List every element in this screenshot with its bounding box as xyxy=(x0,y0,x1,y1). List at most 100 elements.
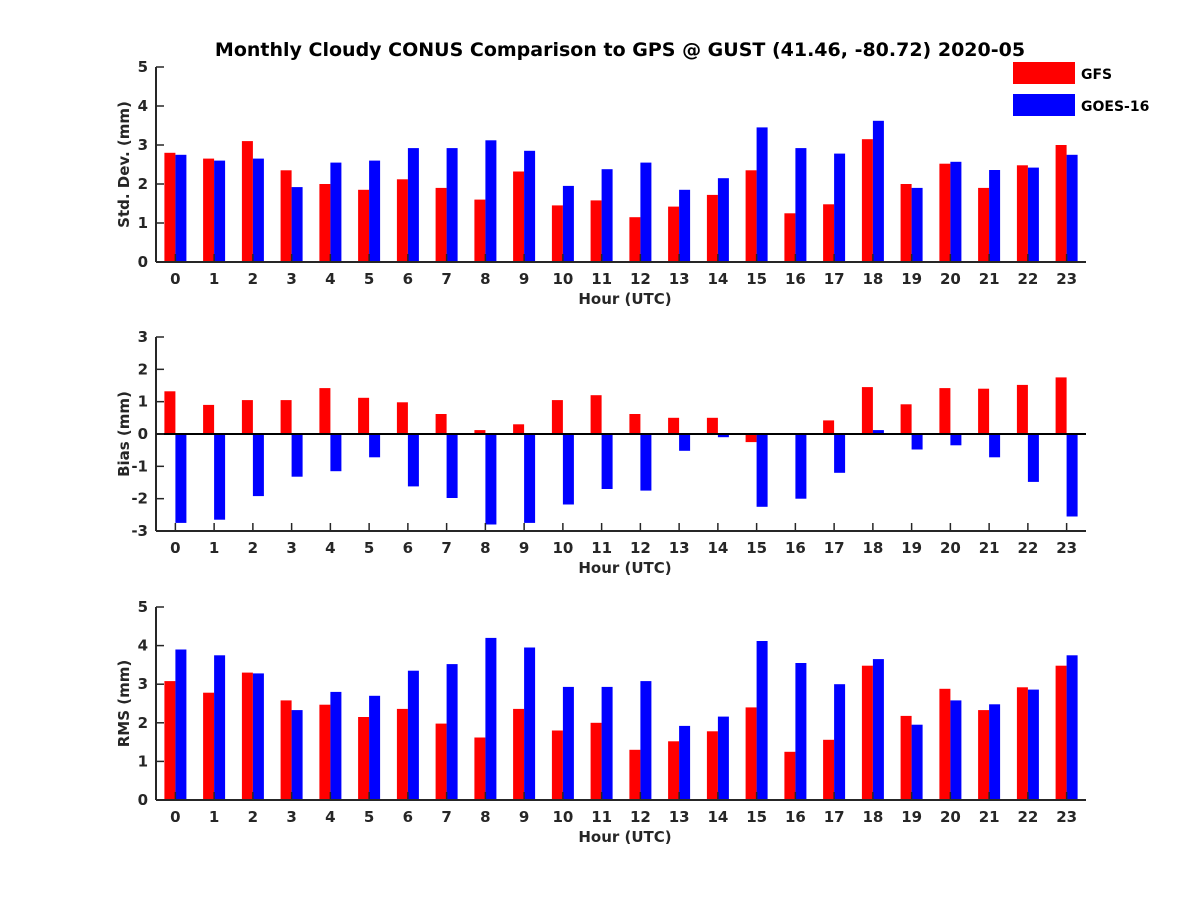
bar-gfs-7 xyxy=(435,723,447,800)
y-axis-label: Std. Dev. (mm) xyxy=(115,101,133,228)
x-tick-label: 16 xyxy=(785,270,806,288)
y-tick-label: 2 xyxy=(138,714,148,732)
bar-gfs-2 xyxy=(241,672,253,800)
x-tick-label: 19 xyxy=(901,270,922,288)
x-tick-label: 9 xyxy=(519,270,529,288)
bar-gfs-15 xyxy=(745,434,757,443)
y-axis-label: RMS (mm) xyxy=(115,660,133,747)
bar-goes-0 xyxy=(175,434,187,523)
bar-goes-15 xyxy=(756,434,768,507)
x-tick-label: 1 xyxy=(209,808,219,826)
bar-gfs-17 xyxy=(823,420,835,434)
bar-goes-3 xyxy=(291,434,303,477)
x-tick-label: 22 xyxy=(1017,808,1038,826)
x-tick-label: 3 xyxy=(286,808,296,826)
bar-gfs-12 xyxy=(629,217,641,262)
y-axis-label: Bias (mm) xyxy=(115,391,133,477)
bar-goes-2 xyxy=(252,158,264,262)
x-tick-label: 11 xyxy=(591,539,612,557)
bar-gfs-20 xyxy=(939,688,951,800)
bar-gfs-3 xyxy=(280,170,292,262)
bar-goes-1 xyxy=(214,434,226,520)
bar-goes-10 xyxy=(562,434,574,505)
bar-gfs-4 xyxy=(319,704,331,800)
bar-gfs-6 xyxy=(396,708,408,800)
bar-goes-3 xyxy=(291,187,303,262)
bar-goes-7 xyxy=(446,664,458,800)
bar-goes-2 xyxy=(252,673,264,800)
bar-goes-23 xyxy=(1066,655,1078,801)
bar-gfs-4 xyxy=(319,184,331,262)
bar-gfs-8 xyxy=(474,199,486,262)
bar-goes-11 xyxy=(601,434,613,489)
y-tick-label: 5 xyxy=(138,58,148,76)
bar-goes-18 xyxy=(872,430,884,434)
x-tick-label: 18 xyxy=(862,808,883,826)
bar-goes-7 xyxy=(446,434,458,498)
bar-gfs-18 xyxy=(861,387,873,434)
bar-goes-9 xyxy=(524,434,536,523)
bar-goes-1 xyxy=(214,160,226,262)
x-tick-label: 5 xyxy=(364,270,374,288)
x-tick-label: 23 xyxy=(1056,270,1077,288)
bar-goes-15 xyxy=(756,641,768,800)
x-tick-label: 22 xyxy=(1017,270,1038,288)
x-tick-label: 4 xyxy=(325,808,335,826)
x-tick-label: 3 xyxy=(286,270,296,288)
bar-gfs-1 xyxy=(203,692,215,800)
bar-goes-20 xyxy=(950,434,962,446)
bar-goes-22 xyxy=(1027,167,1039,262)
x-tick-label: 10 xyxy=(552,539,573,557)
bar-gfs-11 xyxy=(590,722,602,800)
bar-gfs-9 xyxy=(513,424,525,434)
y-tick-label: -2 xyxy=(131,490,148,508)
bar-gfs-13 xyxy=(668,417,680,434)
x-tick-label: 21 xyxy=(979,539,1000,557)
bar-gfs-9 xyxy=(513,708,525,800)
bar-gfs-3 xyxy=(280,400,292,434)
x-tick-label: 4 xyxy=(325,270,335,288)
bar-gfs-5 xyxy=(358,189,370,262)
bar-gfs-17 xyxy=(823,739,835,800)
y-tick-label: 4 xyxy=(138,97,148,115)
bar-gfs-1 xyxy=(203,158,215,262)
bar-gfs-13 xyxy=(668,741,680,800)
x-tick-label: 8 xyxy=(480,270,490,288)
bar-gfs-5 xyxy=(358,397,370,434)
bar-goes-8 xyxy=(485,637,497,800)
x-tick-label: 10 xyxy=(552,808,573,826)
x-tick-label: 0 xyxy=(170,270,180,288)
x-tick-label: 8 xyxy=(480,539,490,557)
bar-goes-9 xyxy=(524,647,536,800)
bar-goes-17 xyxy=(834,153,846,262)
bar-goes-12 xyxy=(640,162,652,262)
bar-gfs-5 xyxy=(358,717,370,800)
x-tick-label: 11 xyxy=(591,270,612,288)
x-tick-label: 8 xyxy=(480,808,490,826)
bar-goes-10 xyxy=(562,185,574,262)
bar-goes-14 xyxy=(717,178,729,262)
x-tick-label: 13 xyxy=(669,270,690,288)
x-tick-label: 9 xyxy=(519,808,529,826)
bar-gfs-8 xyxy=(474,737,486,800)
bar-gfs-4 xyxy=(319,388,331,434)
y-tick-label: 0 xyxy=(138,253,148,271)
x-tick-label: 12 xyxy=(630,808,651,826)
bar-goes-11 xyxy=(601,686,613,800)
x-axis-label: Hour (UTC) xyxy=(578,828,671,846)
x-tick-label: 14 xyxy=(707,808,728,826)
bar-gfs-21 xyxy=(978,187,990,262)
x-tick-label: 7 xyxy=(441,539,451,557)
x-tick-label: 1 xyxy=(209,270,219,288)
bar-gfs-1 xyxy=(203,404,215,434)
bar-gfs-18 xyxy=(861,665,873,800)
x-tick-label: 5 xyxy=(364,808,374,826)
x-tick-label: 6 xyxy=(403,270,413,288)
bar-gfs-22 xyxy=(1016,687,1028,800)
bar-goes-18 xyxy=(872,659,884,800)
legend-swatch-goes xyxy=(1013,94,1075,116)
x-axis-label: Hour (UTC) xyxy=(578,290,671,308)
bar-gfs-9 xyxy=(513,171,525,262)
